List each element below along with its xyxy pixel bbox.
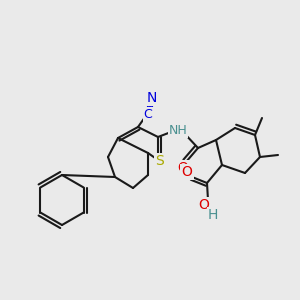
Text: O: O [182,165,192,179]
Text: NH: NH [169,124,188,136]
Text: O: O [178,161,188,175]
Text: N: N [147,91,157,105]
Text: C: C [144,107,152,121]
Text: O: O [199,198,209,212]
Text: S: S [154,154,164,168]
Text: H: H [208,208,218,222]
